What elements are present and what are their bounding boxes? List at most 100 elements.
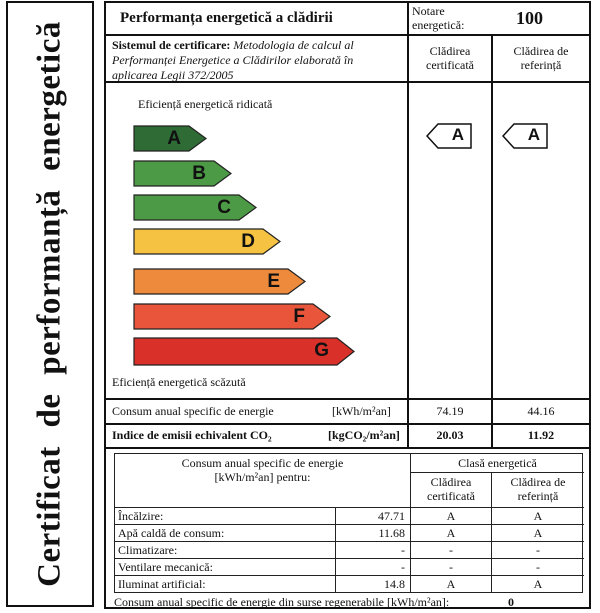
breakdown-row-reference: -: [536, 543, 540, 557]
breakdown-row-reference: A: [533, 509, 543, 523]
breakdown-row-certified: A: [446, 509, 456, 523]
class-arrow-g: G: [133, 337, 355, 366]
breakdown-row-reference: A: [533, 526, 543, 540]
breakdown-row-reference: -: [536, 560, 540, 574]
divider: [115, 575, 584, 576]
metric-unit: [kWh/m²an]: [332, 404, 391, 418]
divider: [115, 524, 584, 525]
divider: [106, 447, 589, 449]
divider: [407, 3, 409, 449]
breakdown-row-certified: -: [449, 543, 453, 557]
system-text-2: Performanței Energetice a Clădirilor ela…: [112, 53, 354, 67]
reference-class: A: [527, 125, 540, 144]
rating-value: 100: [516, 8, 543, 28]
renewable-value: 0: [508, 595, 514, 609]
metric-reference: 44.16: [527, 404, 555, 418]
divider: [411, 472, 584, 473]
class-arrow-e: E: [133, 268, 306, 295]
class-arrow-a: A: [133, 125, 207, 152]
scale-bottom-label: Eficiență energetică scăzută: [112, 375, 246, 389]
col-reference-line1: Clădirea de: [510, 475, 566, 489]
breakdown-header-line1: Consum anual specific de energie: [181, 456, 344, 470]
scale-top-label: Eficiență energetică ridicată: [138, 97, 273, 111]
breakdown-table: Consum anual specific de energie [kWh/m²…: [114, 453, 584, 593]
col-certified-line2: certificată: [426, 58, 474, 72]
divider: [115, 541, 584, 542]
indicator-arrow-icon: [425, 123, 472, 149]
arrow-shape-icon: [133, 337, 355, 366]
rating-label: Notare energetică:: [412, 4, 464, 32]
class-letter: B: [192, 162, 206, 184]
class-arrow-f: F: [133, 303, 331, 330]
class-letter: G: [314, 339, 329, 361]
metric-certified: 74.19: [436, 404, 464, 418]
col-certified-header: Clădirea certificată: [409, 44, 491, 72]
section-title: Performanța energetică a clădirii: [120, 10, 333, 26]
class-arrow-c: C: [133, 194, 257, 221]
col-certified-header: Clădirea certificată: [411, 475, 491, 503]
breakdown-row-value: 14.8: [384, 577, 405, 591]
col-reference-line2: referință: [520, 58, 562, 72]
system-text-3: aplicarea Legii 372/2005: [112, 68, 234, 82]
col-certified-line2: certificată: [427, 489, 475, 503]
side-title-box: Certificat de performanță energetică: [6, 1, 94, 607]
breakdown-row-value: -: [401, 560, 405, 574]
certificate-title: Certificat de performanță energetică: [31, 21, 68, 587]
divider: [491, 34, 493, 449]
col-certified-line1: Clădirea: [429, 44, 471, 58]
col-reference-line1: Clădirea de: [513, 44, 569, 58]
breakdown-row-certified: A: [446, 526, 456, 540]
metric-label: Indice de emisii echivalent CO₂: [112, 428, 272, 442]
breakdown-row-value: 11.68: [378, 526, 405, 540]
rating-label-line1: Notare: [412, 4, 445, 18]
breakdown-row-value: 47.71: [378, 509, 405, 523]
arrow-shape-icon: [133, 228, 281, 255]
arrow-shape-icon: [133, 160, 232, 187]
metric-unit: [kgCO₂/m²an]: [328, 428, 400, 442]
divider: [410, 454, 411, 593]
arrow-shape-icon: [133, 303, 331, 330]
divider: [106, 81, 589, 83]
class-letter: F: [293, 305, 305, 327]
metric-certified: 20.03: [436, 428, 464, 442]
divider: [106, 398, 589, 400]
col-reference-line2: referință: [517, 489, 559, 503]
breakdown-row-label: Iluminat artificial:: [118, 577, 206, 591]
divider: [491, 472, 492, 593]
metric-label: Consum anual specific de energie: [112, 404, 274, 418]
arrow-shape-icon: [133, 194, 257, 221]
certificate-main: Performanța energetică a clădirii Notare…: [104, 1, 591, 609]
breakdown-row-certified: -: [449, 560, 453, 574]
class-arrow-d: D: [133, 228, 281, 255]
system-text-1: Metodologia de calcul al: [233, 38, 354, 52]
metric-reference: 11.92: [527, 428, 555, 442]
certified-class: A: [451, 125, 464, 144]
class-letter: C: [217, 196, 231, 218]
breakdown-row-certified: A: [446, 577, 456, 591]
breakdown-row-label: Încălzire:: [118, 509, 164, 523]
class-arrow-b: B: [133, 160, 232, 187]
rating-label-line2: energetică:: [412, 18, 465, 32]
arrow-shape-icon: [133, 125, 207, 152]
class-letter: A: [167, 127, 181, 149]
divider: [106, 34, 589, 36]
reference-class-indicator: A: [501, 123, 548, 149]
certification-system: Sistemul de certificare: Metodologia de …: [112, 38, 354, 83]
breakdown-header-line2: [kWh/m²an] pentru:: [214, 470, 311, 484]
renewable-label: Consum anual specific de energie din sur…: [114, 595, 450, 609]
class-letter: D: [241, 230, 255, 252]
arrow-shape-icon: [133, 268, 306, 295]
breakdown-header: Consum anual specific de energie [kWh/m²…: [115, 456, 410, 484]
system-label: Sistemul de certificare:: [112, 38, 231, 52]
divider: [115, 507, 584, 508]
breakdown-row-label: Climatizare:: [118, 543, 178, 557]
breakdown-row-label: Apă caldă de consum:: [118, 526, 225, 540]
certified-class-indicator: A: [425, 123, 472, 149]
divider: [106, 423, 589, 425]
divider: [335, 507, 336, 593]
col-certified-line1: Clădirea: [430, 475, 472, 489]
col-reference-header: Clădirea de referință: [493, 44, 589, 72]
col-reference-header: Clădirea de referință: [492, 475, 584, 503]
breakdown-row-label: Ventilare mecanică:: [118, 560, 213, 574]
breakdown-row-reference: A: [533, 577, 543, 591]
